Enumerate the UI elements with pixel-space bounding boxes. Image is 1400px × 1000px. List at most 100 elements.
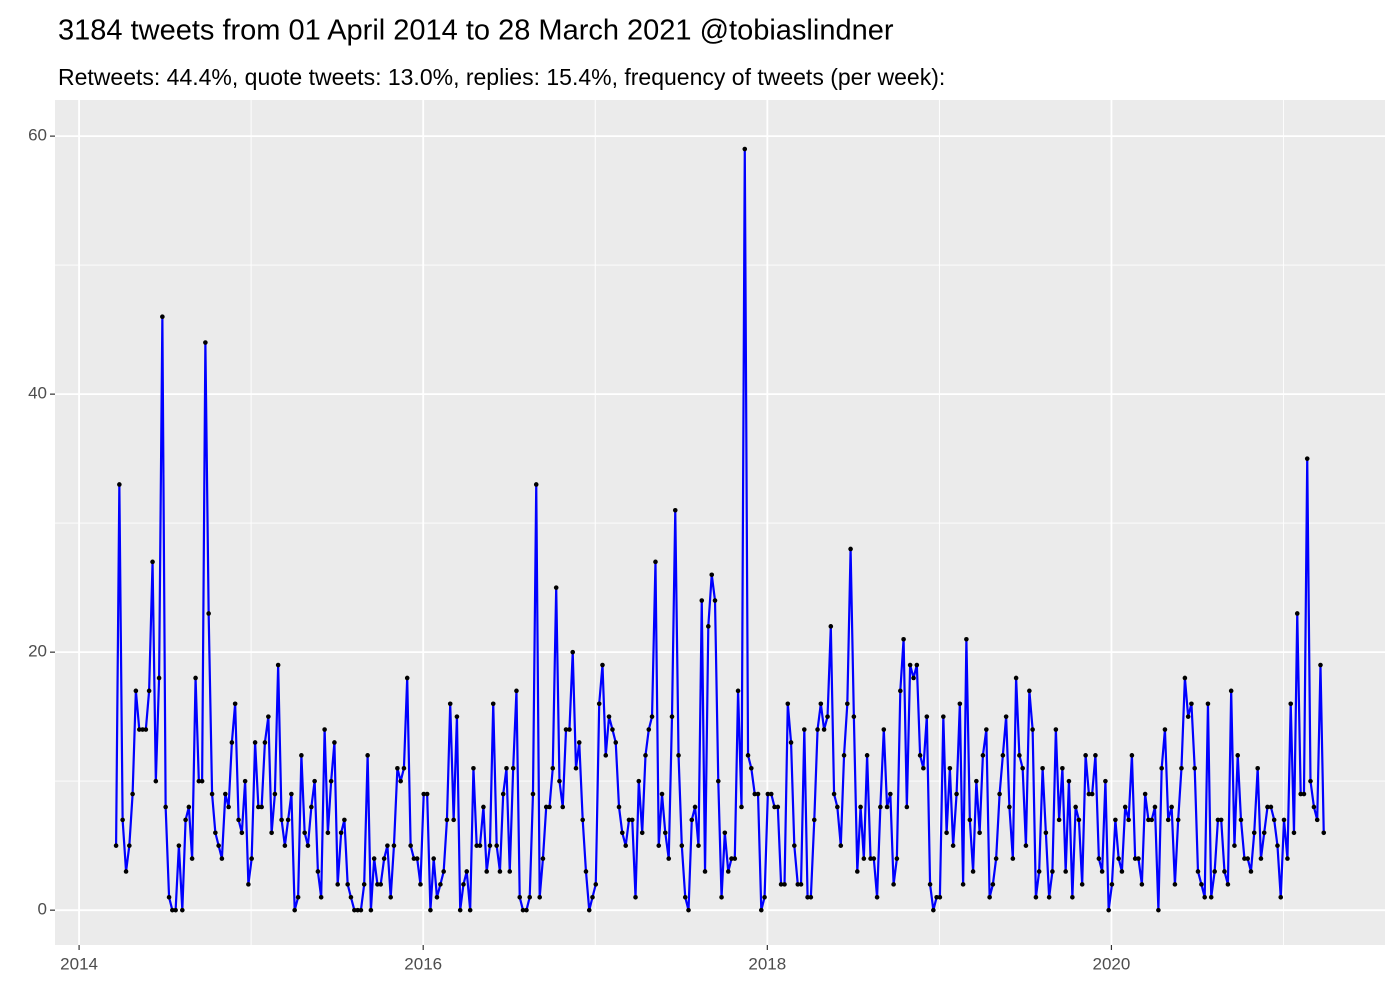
- data-point: [451, 817, 456, 823]
- data-point: [533, 482, 539, 487]
- data-point: [1079, 882, 1085, 887]
- data-point: [1089, 791, 1095, 797]
- data-point: [1000, 753, 1006, 758]
- data-point: [123, 869, 129, 874]
- data-point: [1189, 701, 1194, 707]
- data-point: [795, 882, 801, 887]
- data-point: [1017, 753, 1022, 758]
- data-point: [570, 649, 576, 655]
- data-point: [821, 727, 827, 732]
- data-point: [898, 688, 903, 694]
- data-point: [1165, 817, 1171, 823]
- data-point: [1106, 907, 1111, 913]
- data-point: [530, 791, 536, 797]
- data-point: [1222, 869, 1227, 874]
- data-point: [715, 778, 721, 784]
- data-point: [477, 843, 483, 848]
- data-point: [358, 907, 364, 913]
- data-point: [755, 791, 761, 797]
- data-point: [709, 572, 715, 578]
- data-point: [1258, 856, 1264, 861]
- data-point: [864, 753, 870, 758]
- data-point: [851, 714, 857, 719]
- data-point: [524, 907, 529, 913]
- data-point: [229, 740, 235, 745]
- data-point: [1255, 765, 1260, 771]
- data-point: [398, 778, 403, 784]
- data-point: [878, 804, 883, 810]
- data-point: [662, 830, 668, 836]
- data-point: [1199, 882, 1204, 887]
- data-point: [1311, 804, 1317, 810]
- data-point: [1321, 830, 1327, 836]
- data-point: [375, 882, 380, 887]
- data-point: [610, 727, 615, 732]
- data-point: [292, 907, 297, 913]
- data-point: [990, 882, 996, 887]
- data-point: [146, 688, 152, 694]
- data-point: [696, 843, 701, 848]
- data-point: [596, 701, 602, 707]
- data-point: [315, 869, 321, 874]
- data-point: [950, 843, 956, 848]
- data-point: [871, 856, 877, 861]
- data-point: [977, 830, 982, 836]
- data-point: [1159, 765, 1164, 771]
- data-point: [325, 830, 331, 836]
- data-point: [573, 765, 579, 771]
- data-point: [309, 804, 314, 810]
- data-point: [798, 882, 804, 887]
- data-point: [1099, 869, 1105, 874]
- data-point: [1202, 894, 1207, 900]
- data-point: [401, 765, 407, 771]
- data-point: [1242, 856, 1247, 861]
- data-point: [934, 894, 939, 900]
- data-point: [785, 701, 791, 707]
- data-point: [563, 727, 569, 732]
- data-point: [1073, 804, 1078, 810]
- data-point: [500, 791, 506, 797]
- data-point: [987, 894, 992, 900]
- data-point: [1228, 688, 1234, 694]
- data-point: [1119, 869, 1125, 874]
- data-point: [712, 598, 718, 603]
- data-point: [623, 843, 629, 848]
- data-point: [1291, 830, 1297, 836]
- data-point: [593, 882, 599, 887]
- data-point: [1208, 894, 1214, 900]
- y-tick-label: 60: [28, 126, 47, 145]
- data-point: [527, 894, 533, 900]
- data-point: [838, 843, 844, 848]
- data-point: [133, 688, 139, 694]
- data-point: [1162, 727, 1168, 732]
- data-point: [143, 727, 149, 732]
- data-point: [318, 894, 324, 900]
- data-point: [173, 907, 178, 913]
- data-point: [219, 856, 225, 861]
- data-point: [1294, 611, 1300, 616]
- data-point: [841, 753, 847, 758]
- data-point: [980, 753, 986, 758]
- data-point: [682, 894, 688, 900]
- data-point: [1172, 882, 1178, 887]
- data-point: [494, 843, 499, 848]
- data-point: [385, 843, 390, 848]
- data-point: [742, 146, 748, 152]
- data-point: [758, 907, 764, 913]
- data-point: [1020, 765, 1025, 771]
- data-point: [1195, 869, 1201, 874]
- data-point: [249, 856, 254, 861]
- data-point: [818, 701, 824, 707]
- data-point: [1261, 830, 1267, 836]
- data-point: [1298, 791, 1303, 797]
- data-point: [332, 740, 337, 745]
- data-point: [365, 753, 370, 758]
- data-point: [808, 894, 814, 900]
- data-point: [735, 688, 741, 694]
- data-point: [348, 894, 354, 900]
- data-point: [954, 791, 959, 797]
- data-point: [431, 856, 436, 861]
- data-point: [1142, 791, 1148, 797]
- data-point: [467, 907, 473, 913]
- data-point: [239, 830, 245, 836]
